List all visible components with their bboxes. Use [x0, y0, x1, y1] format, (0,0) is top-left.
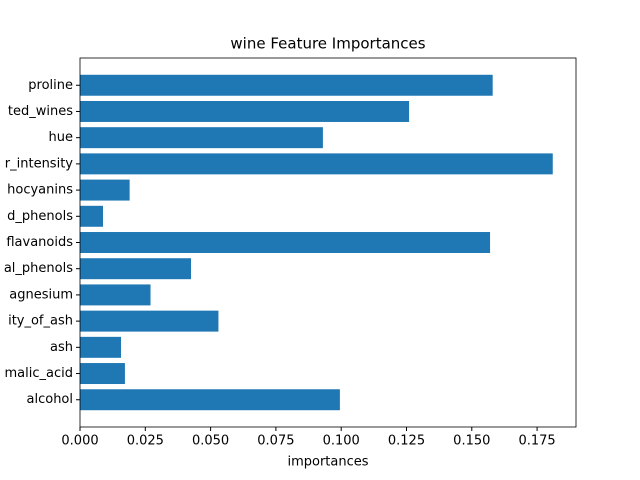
y-tick-label: ity_of_ash — [8, 314, 73, 329]
x-tick-label: 0.050 — [192, 434, 229, 449]
bar — [80, 310, 219, 332]
x-tick-label: 0.025 — [127, 434, 164, 449]
bar — [80, 363, 125, 385]
bar — [80, 389, 340, 411]
bar — [80, 74, 493, 96]
bar — [80, 179, 130, 201]
x-tick-label: 0.000 — [61, 434, 98, 449]
y-tick-label: proline — [28, 78, 73, 93]
x-axis-label: importances — [287, 455, 368, 470]
x-tick-label: 0.150 — [453, 434, 490, 449]
y-tick-label: malic_acid — [5, 366, 73, 381]
bar — [80, 205, 103, 227]
x-tick-label: 0.100 — [323, 434, 360, 449]
x-tick-label: 0.175 — [518, 434, 555, 449]
y-tick-label: alcohol — [27, 392, 73, 407]
y-tick-label: r_intensity — [5, 156, 74, 171]
x-tick-label: 0.075 — [257, 434, 294, 449]
y-tick-label: d_phenols — [7, 209, 73, 224]
bar — [80, 258, 192, 280]
bar — [80, 336, 122, 358]
y-tick-label: hue — [49, 130, 73, 145]
bar — [80, 127, 323, 149]
bar — [80, 100, 410, 122]
bar — [80, 232, 491, 253]
chart-title: wine Feature Importances — [230, 35, 425, 53]
y-tick-label: ted_wines — [8, 104, 73, 119]
y-tick-label: agnesium — [9, 287, 73, 302]
bar — [80, 284, 151, 306]
x-tick-label: 0.125 — [388, 434, 425, 449]
bar — [80, 153, 553, 175]
y-tick-label: al_phenols — [4, 261, 73, 276]
y-tick-label: ash — [50, 340, 73, 355]
y-tick-label: hocyanins — [7, 183, 73, 198]
y-tick-label: flavanoids — [6, 235, 73, 250]
plot-frame — [79, 57, 577, 428]
